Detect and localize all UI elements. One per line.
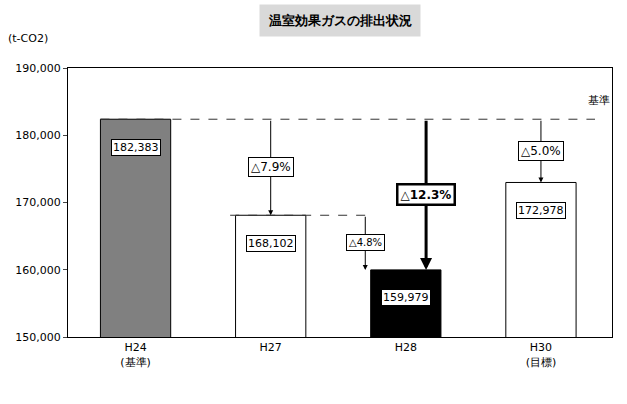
svg-text:150,000: 150,000 <box>15 331 61 344</box>
svg-text:159,979: 159,979 <box>383 291 429 304</box>
svg-text:160,000: 160,000 <box>15 264 61 277</box>
svg-text:168,102: 168,102 <box>248 237 294 250</box>
svg-text:172,978: 172,978 <box>518 204 564 217</box>
svg-text:180,000: 180,000 <box>15 129 61 142</box>
svg-text:△4.8%: △4.8% <box>349 237 382 248</box>
svg-text:H27: H27 <box>260 341 282 354</box>
svg-text:170,000: 170,000 <box>15 196 61 209</box>
svg-text:温室効果ガスの排出状況: 温室効果ガスの排出状況 <box>268 13 412 28</box>
svg-text:H28: H28 <box>395 341 417 354</box>
svg-text:基準: 基準 <box>588 94 610 107</box>
svg-text:190,000: 190,000 <box>15 62 61 75</box>
svg-text:△7.9%: △7.9% <box>251 160 291 174</box>
svg-text:△5.0%: △5.0% <box>521 144 561 158</box>
svg-text:△12.3%: △12.3% <box>401 188 452 202</box>
svg-text:182,383: 182,383 <box>113 141 159 154</box>
svg-text:(t-CO2): (t-CO2) <box>8 32 48 45</box>
svg-text:H30(目標): H30(目標) <box>526 341 557 368</box>
svg-text:H24(基準): H24(基準) <box>120 341 151 368</box>
